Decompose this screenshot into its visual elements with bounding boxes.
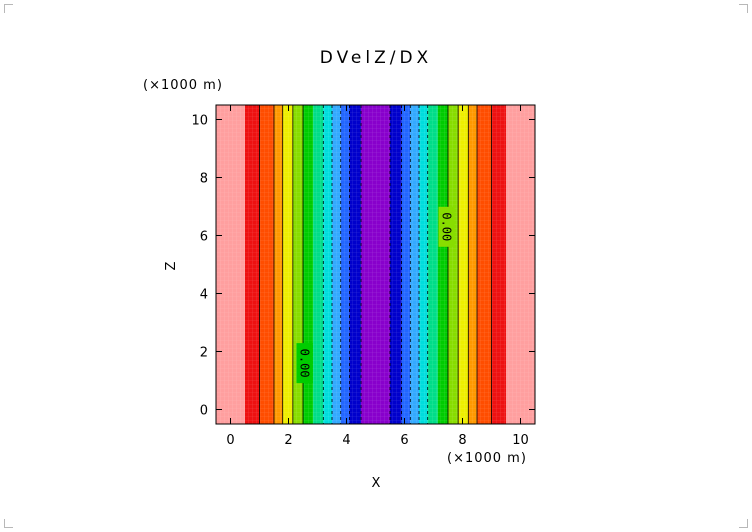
x-tick-label: 2 xyxy=(284,433,292,448)
x-tick-label: 0 xyxy=(226,433,234,448)
x-tick-label: 8 xyxy=(458,433,466,448)
x-tick-label: 6 xyxy=(400,433,408,448)
contour-label: 0.00 xyxy=(440,212,454,241)
crop-mark-top-right xyxy=(739,4,748,13)
crop-mark-bottom-right xyxy=(739,519,748,528)
z-axis-unit: (×1000 m) xyxy=(143,78,223,93)
chart-title: DVelZ/DX xyxy=(320,48,432,68)
crop-mark-bottom-left xyxy=(4,519,13,528)
x-axis-label: X xyxy=(372,476,381,491)
z-tick-label: 2 xyxy=(200,346,208,361)
x-axis-unit: (×1000 m) xyxy=(447,451,527,466)
contour-label-bg xyxy=(296,343,313,384)
contour-label: 0.00 xyxy=(297,349,311,378)
plot-area: 0.00 0.00 xyxy=(216,105,535,424)
x-tick-label: 10 xyxy=(512,433,529,448)
axes: 0 2 4 6 8 10 0 2 4 6 8 10 xyxy=(191,104,536,448)
plot-frame xyxy=(215,104,536,425)
z-tick-label: 10 xyxy=(191,114,208,129)
z-axis-label: Z xyxy=(164,261,179,270)
z-tick-label: 8 xyxy=(200,172,208,187)
contour-label-bg xyxy=(438,206,455,247)
z-tick-label: 4 xyxy=(200,288,208,303)
z-tick-label: 0 xyxy=(200,404,208,419)
z-tick-label: 6 xyxy=(200,230,208,245)
crop-mark-top-left xyxy=(4,4,13,13)
x-tick-label: 4 xyxy=(342,433,350,448)
mesh-grid xyxy=(216,105,535,424)
